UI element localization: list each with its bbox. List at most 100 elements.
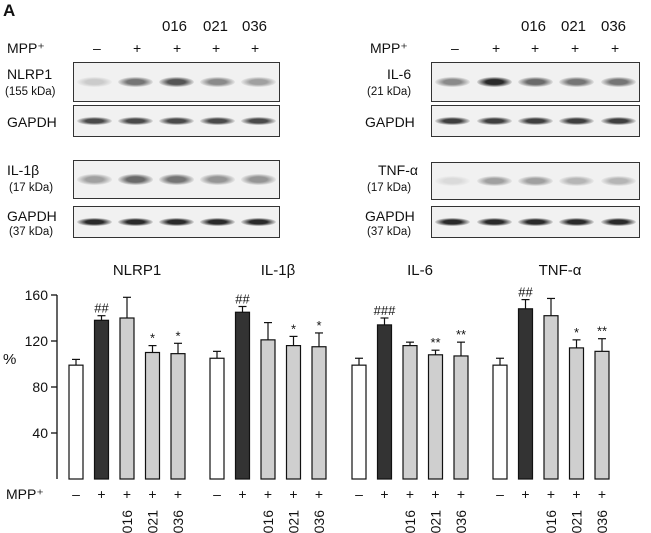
x-sign-label: + (521, 486, 529, 502)
blot-band (200, 174, 235, 185)
blot-nlrp1 (73, 62, 280, 102)
bar (351, 364, 367, 480)
x-axis-label: MPP⁺ (6, 486, 44, 502)
blot-band (77, 76, 112, 88)
protein-label: TNF-α (378, 162, 418, 178)
blot-gapdh (73, 206, 280, 238)
sign-lane-5: + (611, 40, 620, 56)
blot-band (77, 116, 112, 126)
compound-label-016: 016 (162, 18, 188, 35)
x-sign-label: + (289, 486, 297, 502)
bar (119, 317, 135, 480)
significance-label: * (316, 318, 321, 333)
blot-band (517, 175, 554, 187)
x-sign-label: – (213, 486, 221, 502)
blot-il6 (431, 62, 640, 102)
x-sign-label: – (355, 486, 363, 502)
blot-gapdh (431, 105, 640, 137)
mpp-label: MPP⁺ (370, 40, 408, 56)
significance-label: ## (94, 301, 109, 316)
significance-label: * (291, 321, 296, 336)
protein-label: IL-1β (7, 162, 40, 178)
blot-band (159, 76, 194, 88)
size-label: (37 kDa) (367, 226, 412, 238)
chart-title: TNF-α (538, 262, 582, 279)
blot-band (435, 217, 471, 227)
blot-band (600, 217, 636, 227)
sign-lane-3: + (173, 40, 182, 56)
y-axis-label: % (3, 351, 16, 368)
blot-band (200, 217, 235, 227)
x-compound-label: 021 (569, 510, 585, 533)
chart-title: IL-6 (407, 262, 433, 279)
bar (260, 339, 276, 480)
x-compound-label: 036 (453, 510, 469, 533)
size-label: (21 kDa) (367, 86, 412, 98)
x-sign-label: + (457, 486, 465, 502)
size-label: (17 kDa) (367, 182, 412, 194)
blot-band (118, 217, 153, 227)
blot-band (159, 116, 194, 126)
blot-band (517, 76, 554, 88)
x-compound-label: 036 (594, 510, 610, 533)
blot-band (241, 217, 276, 227)
sign-lane-3: + (531, 40, 540, 56)
blot-band (118, 76, 153, 88)
significance-label: ### (374, 303, 396, 318)
blot-band (476, 175, 512, 187)
significance-label: * (150, 331, 155, 346)
bar (543, 315, 559, 480)
x-sign-label: + (431, 486, 439, 502)
significance-label: ** (430, 335, 440, 350)
sign-lane-4: + (212, 40, 221, 56)
blot-band (559, 76, 595, 88)
x-sign-label: – (496, 486, 504, 502)
blot-band (241, 76, 276, 88)
x-compound-label: 016 (402, 510, 418, 533)
y-tick-label: 80 (32, 379, 48, 395)
panel-label: A (3, 1, 16, 20)
blot-band (476, 217, 512, 227)
blot-band (435, 175, 471, 187)
size-label: (155 kDa) (5, 86, 56, 98)
blot-band (476, 116, 512, 126)
x-sign-label: + (123, 486, 131, 502)
size-label: (37 kDa) (9, 226, 54, 238)
x-sign-label: + (547, 486, 555, 502)
bar (311, 346, 327, 480)
blot-band (118, 116, 153, 126)
significance-label: ## (518, 285, 533, 300)
mpp-label: MPP⁺ (7, 40, 45, 56)
blot-band (200, 76, 235, 88)
blot-band (159, 217, 194, 227)
x-sign-label: + (380, 486, 388, 502)
x-compound-label: 016 (543, 510, 559, 533)
protein-label: GAPDH (7, 208, 57, 224)
blot-band (435, 76, 471, 88)
y-tick-label: 120 (25, 333, 49, 349)
blot-band (476, 76, 512, 88)
sign-lane-5: + (251, 40, 260, 56)
blot-band (517, 116, 554, 126)
significance-label: ## (235, 292, 250, 307)
blot-band (241, 116, 276, 126)
x-compound-label: 016 (119, 510, 135, 533)
protein-label: IL-6 (387, 66, 412, 82)
sign-lane-4: + (571, 40, 580, 56)
bar (453, 355, 469, 480)
blot-tnfa (431, 162, 640, 200)
y-tick-label: 40 (32, 425, 48, 441)
x-compound-label: 016 (260, 510, 276, 533)
x-sign-label: + (148, 486, 156, 502)
compound-label-036: 036 (601, 18, 627, 35)
x-compound-label: 036 (311, 510, 327, 533)
x-compound-label: 021 (428, 510, 444, 533)
bar (170, 353, 186, 480)
bar (594, 350, 610, 480)
protein-label: GAPDH (365, 208, 415, 224)
blot-band (241, 174, 276, 185)
bar (427, 354, 444, 480)
blot-band (77, 174, 112, 185)
blot-band (118, 174, 153, 185)
blot-band (159, 174, 194, 185)
